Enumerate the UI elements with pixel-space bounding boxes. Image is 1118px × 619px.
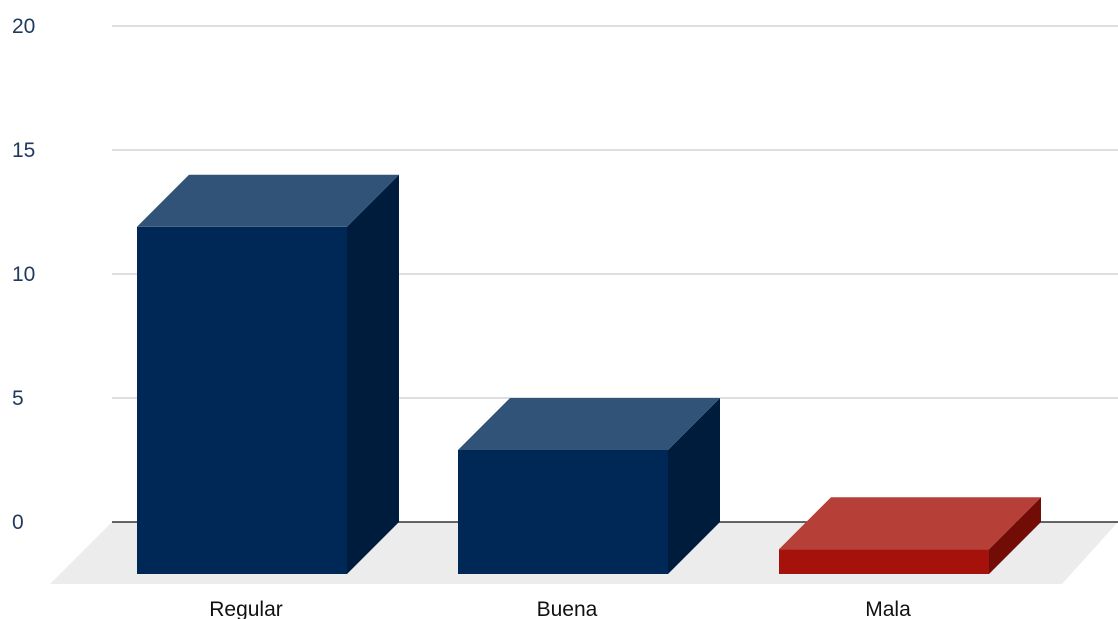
x-category-label: Mala	[865, 598, 911, 619]
bar-top	[458, 398, 720, 450]
bar-mala	[779, 497, 1041, 574]
y-tick-label: 15	[12, 139, 35, 162]
bar-regular	[137, 174, 399, 575]
y-tick-label: 10	[12, 263, 35, 286]
x-axis-labels: Regular Buena Mala	[209, 598, 911, 619]
bars	[137, 174, 1041, 575]
y-axis-ticks: 0 5 10 15 20	[12, 15, 35, 534]
x-category-label: Regular	[209, 598, 283, 619]
y-tick-label: 20	[12, 15, 35, 38]
bar-side	[989, 497, 1041, 574]
bar-side	[347, 174, 399, 575]
bar-top	[779, 497, 1041, 550]
bar-front	[779, 549, 989, 574]
y-tick-label: 0	[12, 511, 24, 534]
bar-front	[458, 450, 668, 574]
bar-top	[137, 174, 399, 227]
y-tick-label: 5	[12, 387, 24, 410]
bar-buena	[458, 398, 720, 574]
x-category-label: Buena	[537, 598, 598, 619]
bar-front	[137, 226, 347, 575]
bar-side	[668, 398, 720, 574]
